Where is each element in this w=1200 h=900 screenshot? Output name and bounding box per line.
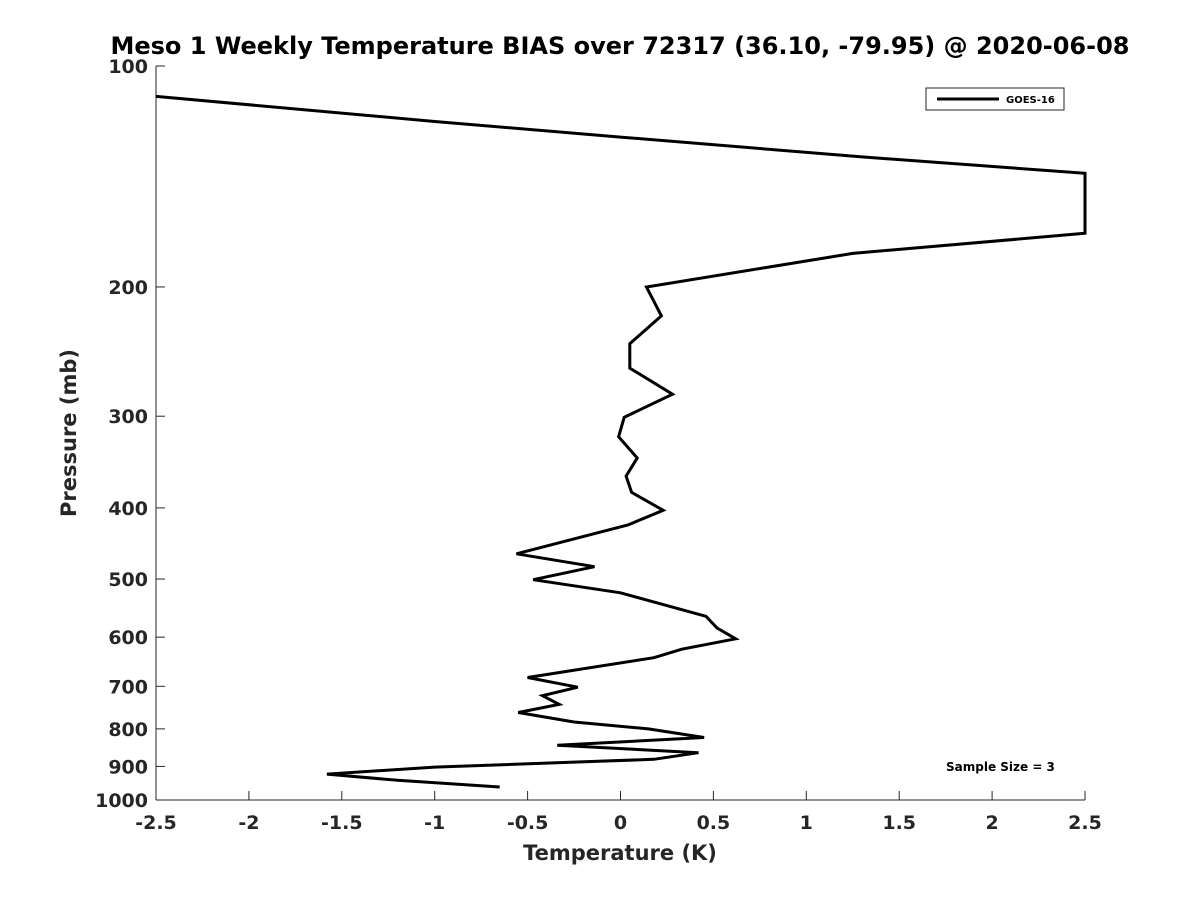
x-tick-label: -2.5 xyxy=(135,812,177,834)
series-line-goes-16 xyxy=(155,94,1087,789)
x-tick-label: -2 xyxy=(238,812,259,834)
y-tick-label: 300 xyxy=(108,406,148,428)
x-tick-label: 2.5 xyxy=(1068,812,1102,834)
y-tick-label: 800 xyxy=(108,719,148,741)
legend: GOES-16 xyxy=(925,87,1065,111)
legend-label-goes-16: GOES-16 xyxy=(1006,95,1055,106)
x-tick-label: 2 xyxy=(985,812,998,834)
y-tick-label: 200 xyxy=(108,277,148,299)
chart-title: Meso 1 Weekly Temperature BIAS over 7231… xyxy=(110,32,1129,60)
sample-size-annotation: Sample Size = 3 xyxy=(946,760,1055,774)
x-tick-label: 0.5 xyxy=(697,812,731,834)
y-tick-label: 400 xyxy=(108,498,148,520)
x-axis-label: Temperature (K) xyxy=(523,841,717,865)
x-tick-label: 0 xyxy=(614,812,627,834)
y-tick-label: 500 xyxy=(108,569,148,591)
y-tick-label: 1000 xyxy=(95,790,148,812)
y-tick-label: 700 xyxy=(108,676,148,698)
y-tick-label: 600 xyxy=(108,627,148,649)
y-axis-label: Pressure (mb) xyxy=(57,349,81,517)
y-tick-label: 100 xyxy=(108,56,148,78)
x-tick-label: -1 xyxy=(424,812,445,834)
x-tick-label: -0.5 xyxy=(507,812,549,834)
y-ticks: 100 200 300 400 500 600 700 800 900 1000 xyxy=(95,56,165,812)
y-tick-label: 900 xyxy=(108,756,148,778)
x-tick-label: 1 xyxy=(800,812,813,834)
x-tick-label: -1.5 xyxy=(321,812,363,834)
x-ticks: -2.5 -2 -1.5 -1 -0.5 0 0.5 1 1.5 2 2.5 xyxy=(135,791,1102,834)
x-tick-label: 1.5 xyxy=(882,812,916,834)
series-layer xyxy=(155,94,1087,789)
